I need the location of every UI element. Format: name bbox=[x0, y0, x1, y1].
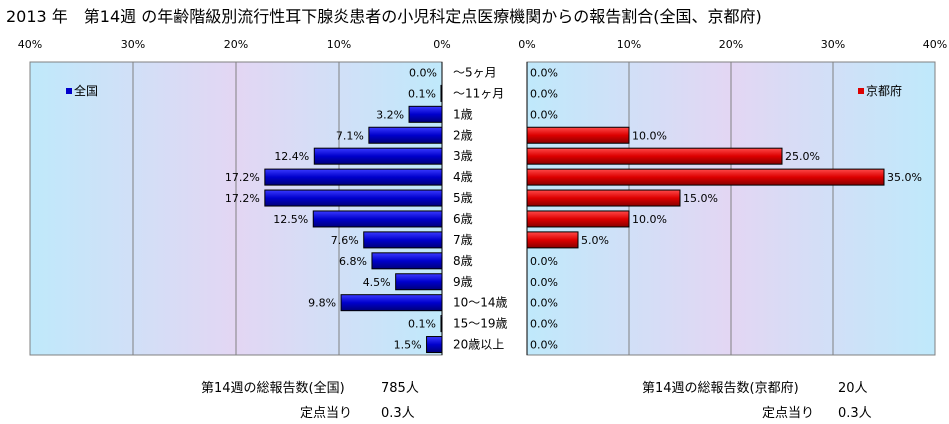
category-label: 4歳 bbox=[453, 170, 473, 184]
kyoto-data-label: 0.0% bbox=[530, 87, 558, 100]
category-label: 1歳 bbox=[453, 107, 473, 121]
national-bar bbox=[408, 105, 443, 123]
kyoto-total-value: 20人 bbox=[838, 381, 868, 396]
national-data-label: 0.0% bbox=[409, 66, 437, 79]
kyoto-tick-label: 20% bbox=[719, 38, 743, 51]
kyoto-data-label: 5.0% bbox=[581, 234, 609, 247]
kyoto-per-value: 0.3人 bbox=[838, 406, 872, 421]
kyoto-bar bbox=[526, 189, 681, 207]
national-bar bbox=[440, 315, 443, 333]
kyoto-data-label: 0.0% bbox=[530, 108, 558, 121]
national-bar bbox=[312, 210, 443, 228]
national-bar bbox=[368, 126, 443, 144]
kyoto-total-label: 第14週の総報告数(京都府) bbox=[642, 381, 799, 396]
national-data-label: 0.1% bbox=[408, 318, 436, 331]
national-per-label: 定点当り bbox=[300, 406, 353, 421]
national-tick-label: 40% bbox=[18, 38, 42, 51]
national-per-value: 0.3人 bbox=[381, 406, 415, 421]
kyoto-data-label: 15.0% bbox=[683, 192, 718, 205]
national-legend-swatch bbox=[66, 88, 72, 94]
category-label: 9歳 bbox=[453, 275, 473, 289]
kyoto-per-label: 定点当り bbox=[762, 406, 815, 421]
kyoto-plot-area: 0% 10% 20% 30% 40% 0.0% 0.0% 0.0% 10.0% 25.0% 35.0… bbox=[518, 38, 947, 356]
national-bar bbox=[440, 84, 443, 102]
national-data-label: 12.4% bbox=[274, 150, 309, 163]
national-data-label: 7.1% bbox=[336, 129, 364, 142]
national-data-label: 6.8% bbox=[339, 255, 367, 268]
kyoto-bar bbox=[526, 231, 579, 249]
national-bar bbox=[313, 147, 443, 165]
category-label: 8歳 bbox=[453, 254, 473, 268]
category-label: 3歳 bbox=[453, 149, 473, 163]
kyoto-data-label: 0.0% bbox=[530, 318, 558, 331]
national-bar bbox=[340, 294, 443, 312]
kyoto-bar bbox=[526, 210, 630, 228]
category-label: 10～14歳 bbox=[453, 296, 508, 310]
national-data-label: 7.6% bbox=[331, 234, 359, 247]
category-label: 6歳 bbox=[453, 212, 473, 226]
national-data-label: 9.8% bbox=[308, 297, 336, 310]
national-total-value: 785人 bbox=[381, 381, 419, 396]
national-data-label: 17.2% bbox=[225, 192, 260, 205]
national-tick-label: 30% bbox=[121, 38, 145, 51]
national-bar bbox=[426, 336, 443, 354]
kyoto-data-label: 0.0% bbox=[530, 297, 558, 310]
national-tick-label: 0% bbox=[433, 38, 450, 51]
national-legend-label: 全国 bbox=[74, 83, 98, 98]
kyoto-data-label: 0.0% bbox=[530, 276, 558, 289]
kyoto-data-label: 0.0% bbox=[530, 339, 558, 352]
national-data-label: 3.2% bbox=[376, 108, 404, 121]
kyoto-data-label: 25.0% bbox=[785, 150, 820, 163]
kyoto-bar bbox=[526, 126, 630, 144]
category-labels: ～5ヶ月 ～11ヶ月 1歳 2歳 3歳 4歳 5歳 6歳 7歳 8歳 9歳 10～14歳 15～19歳 2… bbox=[453, 65, 508, 351]
national-bar bbox=[395, 273, 443, 291]
category-label: 5歳 bbox=[453, 191, 473, 205]
national-bar bbox=[264, 168, 443, 186]
kyoto-tick-label: 0% bbox=[518, 38, 535, 51]
national-data-label: 4.5% bbox=[363, 276, 391, 289]
category-label: 15～19歳 bbox=[453, 317, 508, 331]
category-label: 2歳 bbox=[453, 128, 473, 142]
national-tick-label: 10% bbox=[327, 38, 351, 51]
kyoto-data-label: 0.0% bbox=[530, 255, 558, 268]
category-label: 7歳 bbox=[453, 233, 473, 247]
kyoto-legend-swatch bbox=[858, 88, 864, 94]
kyoto-data-label: 35.0% bbox=[887, 171, 922, 184]
national-data-label: 12.5% bbox=[273, 213, 308, 226]
national-data-label: 0.1% bbox=[408, 87, 436, 100]
kyoto-tick-label: 30% bbox=[821, 38, 845, 51]
national-tick-label: 20% bbox=[224, 38, 248, 51]
national-bar bbox=[264, 189, 443, 207]
national-data-label: 17.2% bbox=[225, 171, 260, 184]
kyoto-legend-label: 京都府 bbox=[866, 83, 902, 98]
national-total-label: 第14週の総報告数(全国) bbox=[201, 381, 345, 396]
kyoto-data-label: 10.0% bbox=[632, 213, 667, 226]
kyoto-tick-label: 10% bbox=[617, 38, 641, 51]
chart-title: 2013 年 第14週 の年齢階級別流行性耳下腺炎患者の小児科定点医療機関からの… bbox=[6, 7, 762, 26]
category-label: ～11ヶ月 bbox=[453, 86, 504, 100]
kyoto-tick-label: 40% bbox=[923, 38, 947, 51]
category-label: ～5ヶ月 bbox=[453, 65, 497, 79]
kyoto-bar bbox=[526, 168, 885, 186]
category-label: 20歳以上 bbox=[453, 338, 504, 352]
national-bar bbox=[371, 252, 443, 270]
kyoto-data-label: 0.0% bbox=[530, 66, 558, 79]
kyoto-data-label: 10.0% bbox=[632, 129, 667, 142]
national-data-label: 1.5% bbox=[394, 339, 422, 352]
kyoto-bar bbox=[526, 147, 783, 165]
national-bar bbox=[363, 231, 443, 249]
national-plot-area: 40% 30% 20% 10% 0% 0.0% 0.1% 3.2% 7.1% 12.4% 17.2%… bbox=[18, 38, 451, 356]
